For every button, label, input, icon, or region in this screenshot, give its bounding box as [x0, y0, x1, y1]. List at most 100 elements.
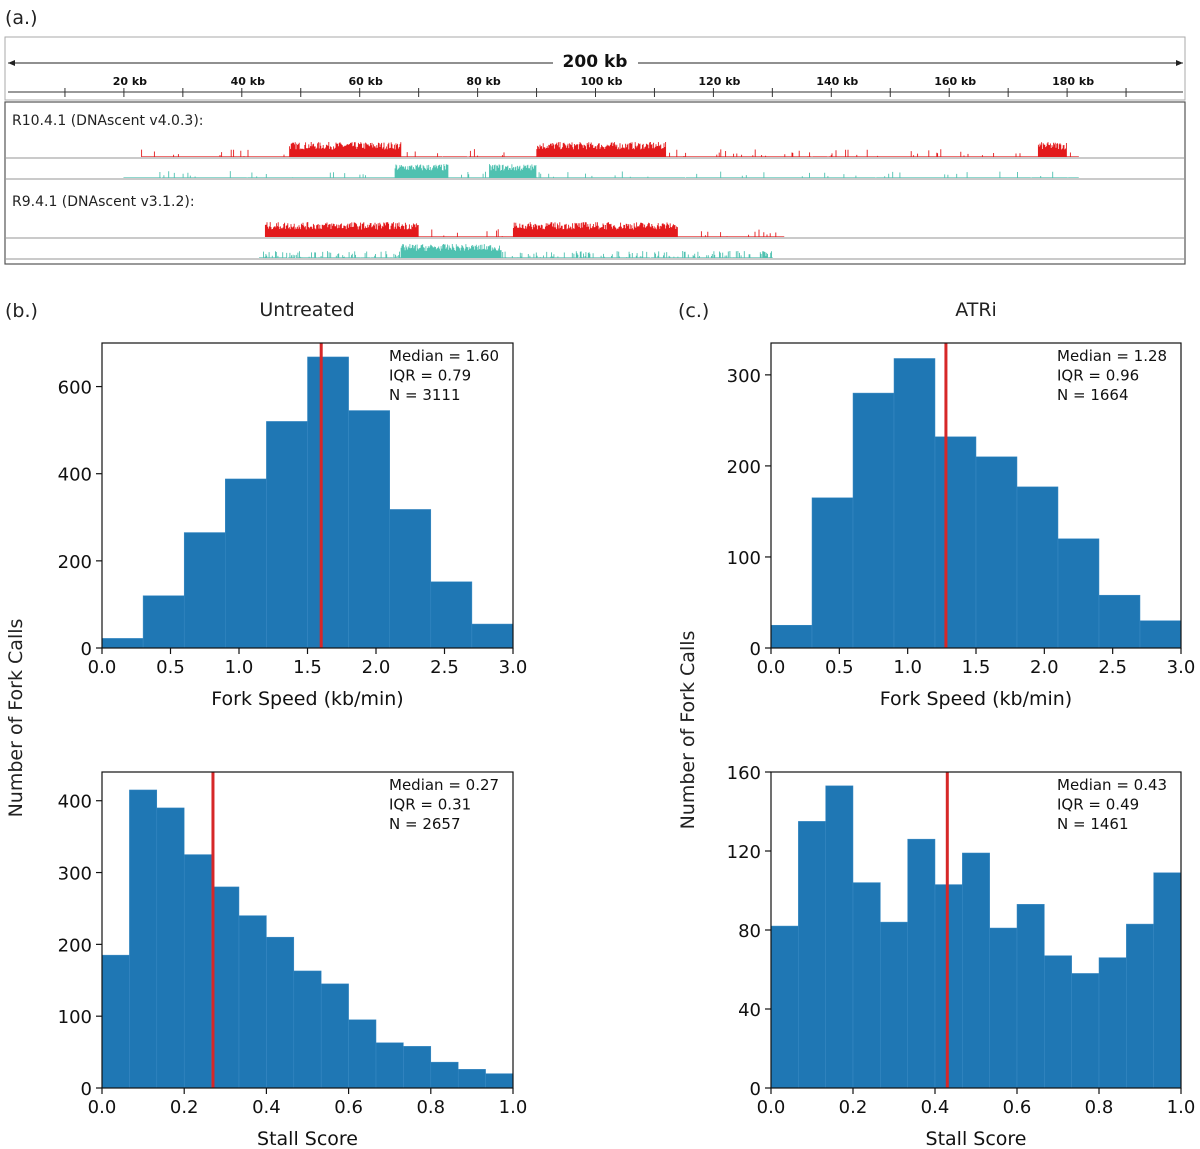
histogram-bar: [1016, 486, 1059, 649]
x-tick-label: 0.5: [825, 657, 854, 678]
ruler-tick-label: 80 kb: [466, 75, 500, 88]
x-tick-label: 1.0: [893, 657, 922, 678]
stats-line: N = 1664: [1057, 386, 1129, 404]
ruler-tick-label: 100 kb: [581, 75, 623, 88]
histogram-bar: [101, 954, 130, 1089]
plot-frame: [101, 771, 514, 1089]
stats-line: Median = 1.60: [389, 347, 499, 365]
y-tick-label: 400: [58, 792, 92, 813]
track-label: R10.4.1 (DNAscent v4.0.3):: [12, 113, 204, 129]
histogram-bar: [348, 410, 390, 649]
ruler-arrow-right: [1176, 60, 1183, 66]
histogram-bar: [238, 915, 267, 1089]
x-tick-label: 0.4: [921, 1097, 950, 1118]
histogram-bar: [1126, 923, 1154, 1089]
histogram-bar: [471, 623, 514, 649]
histogram-bar: [989, 927, 1018, 1089]
x-tick-label: 1.5: [293, 657, 322, 678]
stats-line: Median = 0.27: [389, 776, 499, 794]
y-tick-label: 0: [81, 1079, 92, 1100]
x-axis-label: Fork Speed (kb/min): [211, 688, 403, 710]
y-tick-label: 160: [727, 763, 761, 784]
histogram-bar: [934, 436, 977, 649]
ruler-tick-label: 40 kb: [231, 75, 265, 88]
histogram-c-speed: 0.0 0.5 1.0 1.5 2.0 2.5 3.0 0 100 200 300 Fork Spee…: [727, 342, 1196, 710]
track-label: R9.4.1 (DNAscent v3.1.2):: [12, 194, 195, 210]
y-tick-label: 400: [58, 465, 92, 486]
histogram-bar: [770, 624, 813, 649]
y-tick-label: 100: [58, 1007, 92, 1028]
x-tick-label: 0.8: [416, 1097, 445, 1118]
histogram-bar: [430, 1061, 459, 1089]
ruler-tick-label: 60 kb: [349, 75, 383, 88]
x-tick-label: 2.5: [430, 657, 459, 678]
ruler-title-bg: [553, 50, 638, 72]
histogram-c-stall: 0.0 0.2 0.4 0.6 0.8 1.0 0 40 80 120 160 Stall Score…: [727, 763, 1196, 1149]
x-tick-label: 0.5: [156, 657, 185, 678]
histogram-bar: [142, 595, 185, 649]
y-tick-label: 100: [727, 548, 761, 569]
histogram-bar: [907, 838, 936, 1089]
histogram-bar: [320, 983, 349, 1089]
histogram-bar: [1098, 957, 1127, 1089]
x-tick-label: 3.0: [499, 657, 528, 678]
y-tick-label: 300: [727, 366, 761, 387]
x-tick-label: 1.0: [499, 1097, 528, 1118]
ruler-tick-label: 180 kb: [1052, 75, 1094, 88]
ruler-tick-label: 140 kb: [816, 75, 858, 88]
histogram-bar: [1071, 973, 1100, 1089]
panel-c-title: ATRi: [955, 299, 997, 321]
histogram-bar: [880, 921, 908, 1089]
brdu-signal-track: [141, 142, 1079, 157]
x-tick-label: 0.4: [252, 1097, 281, 1118]
y-tick-label: 0: [750, 1079, 761, 1100]
histogram-bar: [430, 581, 473, 649]
edu-signal-track: [123, 164, 1079, 178]
panel-b-title: Untreated: [259, 299, 354, 321]
ruler-tick-label: 20 kb: [113, 75, 147, 88]
histogram-bar: [266, 936, 295, 1089]
histogram-bar: [183, 854, 212, 1089]
x-tick-label: 1.5: [962, 657, 991, 678]
y-tick-label: 120: [727, 842, 761, 863]
histogram-bar: [852, 392, 895, 649]
histogram-bar: [348, 1019, 377, 1089]
y-tick-label: 0: [750, 639, 761, 660]
y-tick-label: 600: [58, 378, 92, 399]
x-tick-label: 0.6: [334, 1097, 363, 1118]
x-axis-label: Fork Speed (kb/min): [880, 688, 1072, 710]
stats-line: IQR = 0.49: [1057, 796, 1139, 814]
y-tick-label: 40: [738, 1000, 761, 1021]
stats-line: Median = 0.43: [1057, 776, 1167, 794]
c-ylabel: Number of Fork Calls: [677, 631, 699, 830]
y-tick-label: 0: [81, 639, 92, 660]
histogram-bar: [975, 456, 1018, 649]
histogram-bar: [101, 638, 144, 649]
x-tick-label: 3.0: [1167, 657, 1196, 678]
b-ylabel: Number of Fork Calls: [5, 619, 27, 818]
stats-line: IQR = 0.96: [1057, 367, 1139, 385]
histogram-bar: [183, 532, 226, 649]
y-tick-label: 200: [58, 935, 92, 956]
stats-line: N = 1461: [1057, 815, 1129, 833]
x-tick-label: 0.0: [88, 1097, 117, 1118]
histogram-bar: [1016, 904, 1045, 1089]
x-axis-label: Stall Score: [257, 1128, 358, 1149]
y-tick-label: 80: [738, 921, 761, 942]
histogram-bar: [962, 852, 990, 1089]
x-tick-label: 0.8: [1085, 1097, 1114, 1118]
x-tick-label: 0.0: [757, 1097, 786, 1118]
stats-line: N = 3111: [389, 386, 461, 404]
histogram-bar: [225, 478, 267, 649]
x-tick-label: 0.2: [839, 1097, 868, 1118]
histogram-bar: [1098, 594, 1141, 649]
histogram-bar: [211, 886, 240, 1089]
histogram-bar: [1139, 620, 1182, 649]
ruler-tick-label: 120 kb: [698, 75, 740, 88]
x-tick-label: 2.0: [1030, 657, 1059, 678]
y-tick-label: 300: [58, 864, 92, 885]
histogram-bar: [403, 1046, 432, 1089]
x-tick-label: 1.0: [225, 657, 254, 678]
histogram-bar: [1057, 538, 1100, 649]
